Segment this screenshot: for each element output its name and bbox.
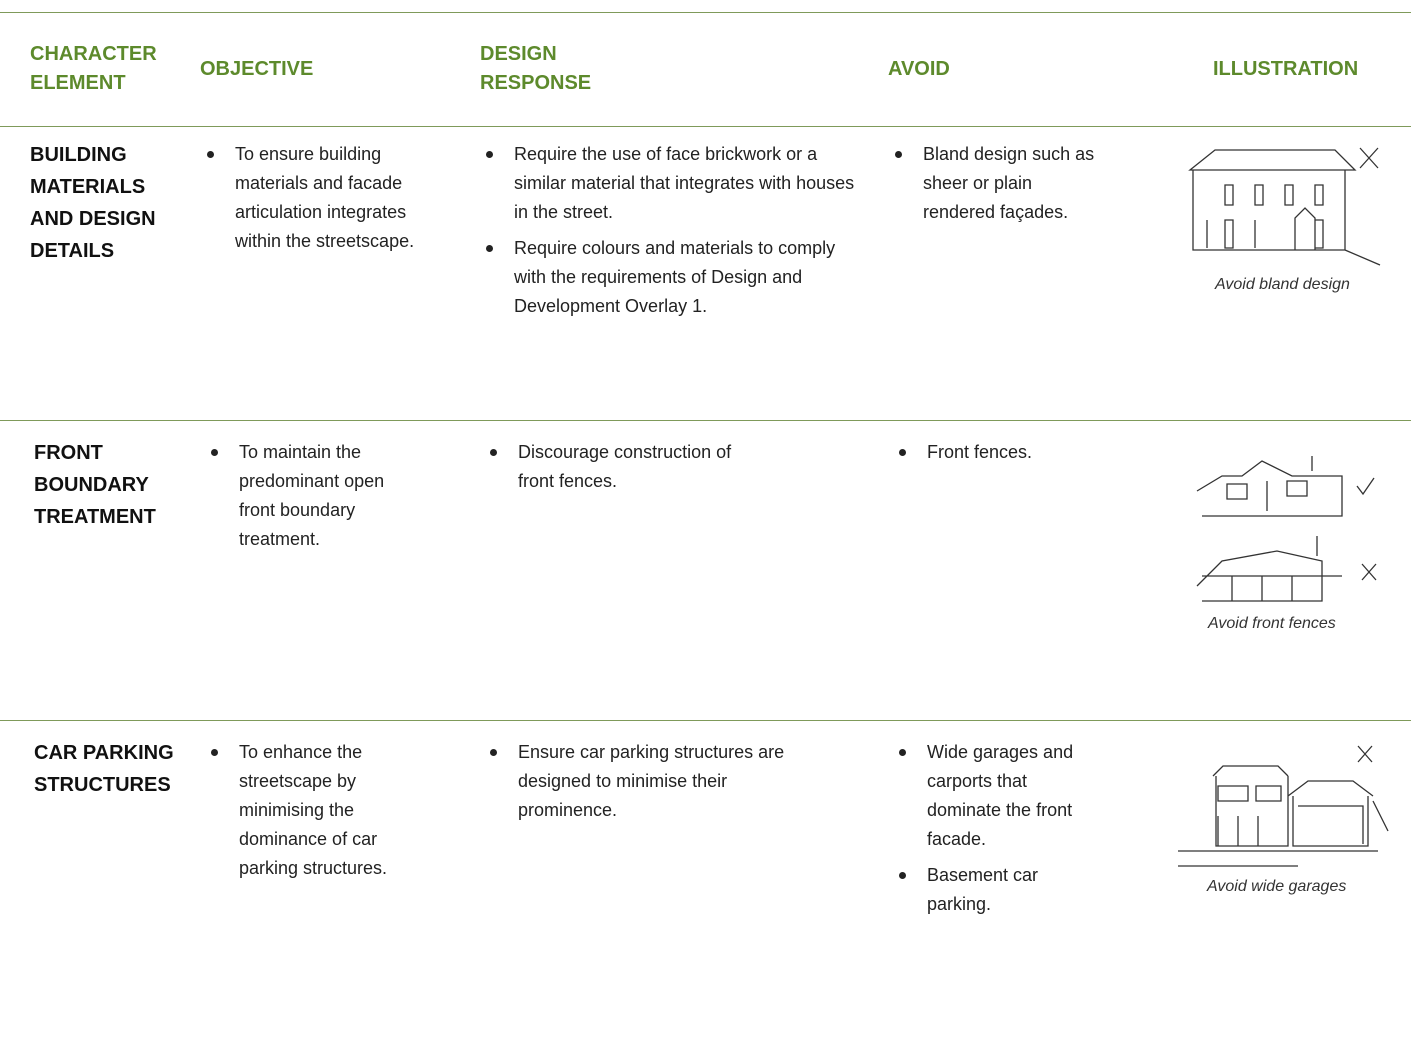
design-list: Ensure car parking structures are design… xyxy=(487,738,807,832)
element: BUILDING MATERIALS AND DESIGN DETAILS xyxy=(30,144,156,262)
illustration xyxy=(1196,456,1377,602)
avoid-list: Wide garages and carports that dominate … xyxy=(896,738,1096,926)
objective-list: To ensure building materials and facade … xyxy=(204,140,449,263)
element: CAR PARKING STRUCTURES xyxy=(34,742,174,796)
list-item: Basement car parking. xyxy=(896,861,1096,919)
objective-list: To enhance the streetscape by minimising… xyxy=(208,738,398,890)
header-cell: ILLUSTRATION xyxy=(1213,58,1359,80)
list-item: To enhance the streetscape by minimising… xyxy=(208,738,398,883)
list-item: Ensure car parking structures are design… xyxy=(487,738,807,825)
list-item: To ensure building materials and facade … xyxy=(204,140,449,256)
list-item: Require the use of face brickwork or a s… xyxy=(483,140,858,227)
avoid-list: Front fences. xyxy=(896,438,1101,474)
design-list: Require the use of face brickwork or a s… xyxy=(483,140,858,328)
rule xyxy=(0,720,1411,721)
list-item: Require colours and materials to comply … xyxy=(483,234,858,321)
caption: Avoid front fences xyxy=(1208,615,1336,632)
list-item: Discourage construction of front fences. xyxy=(487,438,752,496)
caption: Avoid wide garages xyxy=(1207,878,1347,895)
list-item: Bland design such as sheer or plain rend… xyxy=(892,140,1097,227)
element: FRONT BOUNDARY TREATMENT xyxy=(34,442,156,528)
list-item: Wide garages and carports that dominate … xyxy=(896,738,1096,854)
objective-list: To maintain the predominant open front b… xyxy=(208,438,398,561)
rule xyxy=(0,126,1411,127)
header-cell: CHARACTER ELEMENT xyxy=(30,43,157,94)
caption: Avoid bland design xyxy=(1215,276,1350,293)
list-item: To maintain the predominant open front b… xyxy=(208,438,398,554)
avoid-list: Bland design such as sheer or plain rend… xyxy=(892,140,1097,234)
header-cell: AVOID xyxy=(888,58,950,80)
rule xyxy=(0,420,1411,421)
illustration xyxy=(1178,745,1389,867)
header-cell: OBJECTIVE xyxy=(200,58,314,80)
list-item: Front fences. xyxy=(896,438,1101,467)
design-list: Discourage construction of front fences. xyxy=(487,438,752,503)
header-cell: DESIGN RESPONSE xyxy=(480,43,592,94)
illustration xyxy=(1188,147,1381,266)
rule xyxy=(0,12,1411,13)
